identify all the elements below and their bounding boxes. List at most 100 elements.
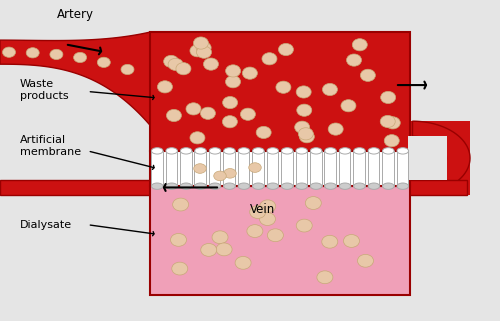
Ellipse shape (252, 183, 264, 189)
Ellipse shape (242, 67, 258, 79)
Ellipse shape (226, 76, 240, 88)
Ellipse shape (358, 254, 374, 267)
Ellipse shape (166, 148, 177, 154)
Ellipse shape (344, 235, 359, 247)
Ellipse shape (172, 262, 188, 275)
Ellipse shape (360, 69, 376, 82)
Bar (296, 151, 307, 186)
Ellipse shape (384, 134, 400, 147)
Ellipse shape (170, 233, 186, 246)
Ellipse shape (296, 183, 308, 189)
Ellipse shape (240, 108, 256, 120)
Ellipse shape (267, 148, 278, 154)
Ellipse shape (190, 45, 205, 57)
Ellipse shape (262, 53, 277, 65)
Text: Vein: Vein (250, 203, 275, 216)
Ellipse shape (209, 183, 221, 189)
Bar (150, 151, 410, 186)
Ellipse shape (247, 225, 263, 238)
Ellipse shape (310, 148, 322, 154)
Ellipse shape (260, 200, 276, 213)
Bar (224, 151, 235, 186)
Ellipse shape (268, 229, 283, 242)
Ellipse shape (278, 43, 293, 56)
Ellipse shape (354, 183, 365, 189)
Ellipse shape (346, 54, 362, 66)
Ellipse shape (368, 148, 380, 154)
Ellipse shape (386, 117, 400, 129)
Ellipse shape (168, 58, 183, 71)
Ellipse shape (250, 206, 266, 219)
Ellipse shape (339, 148, 351, 154)
Bar (194, 151, 206, 186)
Ellipse shape (352, 39, 368, 51)
Ellipse shape (186, 103, 201, 115)
Ellipse shape (216, 243, 232, 256)
Bar (368, 151, 380, 186)
Bar (408, 121, 470, 158)
Bar (354, 151, 365, 186)
Ellipse shape (310, 183, 322, 189)
Ellipse shape (300, 131, 314, 143)
Ellipse shape (194, 164, 206, 173)
Text: Waste
products: Waste products (20, 79, 68, 101)
Ellipse shape (224, 169, 236, 178)
Bar (180, 151, 192, 186)
Ellipse shape (180, 148, 192, 154)
Ellipse shape (238, 148, 250, 154)
Ellipse shape (2, 47, 16, 57)
Ellipse shape (282, 148, 293, 154)
Bar (209, 151, 220, 186)
Ellipse shape (152, 183, 163, 189)
Bar (252, 151, 264, 186)
Ellipse shape (380, 91, 396, 104)
Ellipse shape (339, 183, 351, 189)
Ellipse shape (166, 183, 177, 189)
Ellipse shape (195, 183, 206, 189)
Ellipse shape (200, 107, 216, 119)
Bar (150, 32, 410, 151)
Ellipse shape (164, 55, 178, 67)
Ellipse shape (276, 81, 291, 93)
Ellipse shape (317, 271, 333, 284)
Text: Artery: Artery (56, 8, 94, 21)
Ellipse shape (224, 148, 235, 154)
Ellipse shape (212, 231, 228, 244)
Ellipse shape (297, 104, 312, 116)
Ellipse shape (252, 148, 264, 154)
Ellipse shape (325, 148, 336, 154)
Polygon shape (412, 121, 470, 195)
Bar (150, 186, 410, 295)
Ellipse shape (98, 57, 110, 67)
Bar (382, 151, 394, 186)
Ellipse shape (322, 235, 338, 248)
Ellipse shape (238, 183, 250, 189)
Ellipse shape (204, 58, 218, 70)
Ellipse shape (209, 148, 221, 154)
Ellipse shape (172, 198, 188, 211)
Bar (238, 151, 250, 186)
Ellipse shape (214, 171, 226, 181)
Ellipse shape (328, 123, 343, 135)
Ellipse shape (196, 46, 212, 58)
Ellipse shape (397, 183, 408, 189)
Ellipse shape (296, 86, 311, 98)
Ellipse shape (382, 148, 394, 154)
Bar (408, 158, 470, 195)
Ellipse shape (224, 183, 235, 189)
Bar (151, 151, 162, 186)
Ellipse shape (180, 183, 192, 189)
Ellipse shape (200, 244, 216, 256)
Ellipse shape (325, 183, 336, 189)
Ellipse shape (50, 49, 63, 60)
Bar (396, 151, 408, 186)
Ellipse shape (222, 116, 238, 128)
Bar (266, 151, 278, 186)
Ellipse shape (354, 148, 365, 154)
Ellipse shape (341, 100, 356, 112)
Ellipse shape (256, 126, 271, 139)
Ellipse shape (190, 132, 205, 144)
Ellipse shape (306, 196, 322, 209)
Ellipse shape (74, 52, 86, 63)
Ellipse shape (194, 37, 208, 49)
